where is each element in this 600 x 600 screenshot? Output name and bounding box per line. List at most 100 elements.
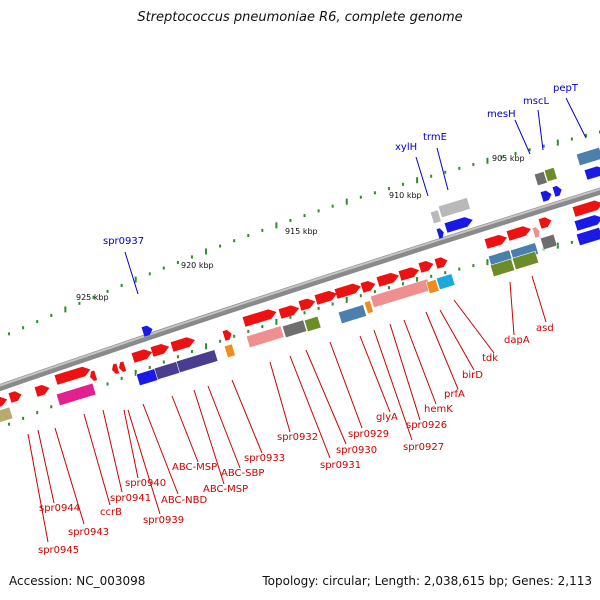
leader-line <box>389 323 421 421</box>
gene-arrow <box>278 305 300 319</box>
gene-label: spr0944 <box>39 503 80 514</box>
gene-arrow <box>552 185 562 197</box>
gene-label: hemK <box>424 404 453 415</box>
cog-bar <box>363 300 374 315</box>
cog-bar <box>489 258 516 278</box>
gene-label: spr0939 <box>143 515 184 526</box>
cog-bars <box>0 146 600 425</box>
tick-mark <box>556 139 559 146</box>
tick-mark <box>430 274 433 278</box>
leader-line <box>439 309 475 371</box>
tick-mark <box>50 405 53 409</box>
leader-line <box>509 281 515 336</box>
tick-mark <box>205 248 208 255</box>
gene-label: spr0933 <box>244 453 285 464</box>
gene-label: dapA <box>504 335 530 346</box>
tick-mark <box>148 272 151 276</box>
leader-line <box>565 97 587 139</box>
tick-mark <box>233 334 236 338</box>
tick-mark <box>402 282 405 286</box>
tick-mark <box>162 360 165 364</box>
cog-bar <box>543 166 558 183</box>
tick-mark <box>134 276 137 283</box>
tick-mark <box>584 134 587 138</box>
gene-arrow <box>436 228 444 239</box>
kbp-label: 905 kbp <box>492 154 525 163</box>
gene-label-xylH: xylH <box>395 142 417 153</box>
tick-mark <box>472 264 475 268</box>
gene-arrow <box>242 309 277 327</box>
gene-arrow <box>398 267 420 281</box>
gene-label-mesH: mesH <box>487 109 516 120</box>
tick-mark <box>317 306 320 310</box>
gene-arrow <box>131 349 153 363</box>
tick-mark <box>162 266 165 270</box>
leader-line <box>453 299 495 354</box>
tick-mark <box>261 228 264 232</box>
gene-label: spr0931 <box>320 460 361 471</box>
cog-bar <box>437 197 471 219</box>
tick-mark <box>247 234 250 238</box>
gene-label-spr0937: spr0937 <box>103 236 144 247</box>
tick-mark <box>570 137 573 141</box>
tick-mark <box>8 422 11 426</box>
leader-line <box>207 385 241 469</box>
tick-mark <box>345 198 348 205</box>
gene-arrow <box>34 384 50 397</box>
leader-line <box>269 361 291 433</box>
gene-labels: 905 kbp 910 kbp 915 kbp 920 kbp 925 kbp … <box>38 83 579 556</box>
tick-mark <box>134 369 137 376</box>
label-leader-lines <box>27 97 587 543</box>
gene-arrow <box>532 227 540 238</box>
tick-mark <box>176 260 179 264</box>
gene-label: spr0927 <box>403 442 444 453</box>
leader-line <box>54 427 85 525</box>
cog-bar <box>55 382 97 407</box>
tick-mark <box>331 204 334 208</box>
gene-label: spr0940 <box>125 478 166 489</box>
cog-bar <box>539 233 558 251</box>
tick-mark <box>275 318 278 325</box>
gene-arrow <box>538 217 552 229</box>
leader-line <box>305 349 347 445</box>
gene-label-mscL: mscL <box>523 96 549 107</box>
leader-line <box>193 389 225 485</box>
gene-arrow <box>314 290 338 305</box>
gene-label: spr0945 <box>38 545 79 556</box>
leader-line <box>171 395 199 463</box>
genome-backbone <box>0 187 600 392</box>
kbp-label: 915 kbp <box>285 227 318 236</box>
cog-bar <box>429 209 442 225</box>
tick-mark <box>120 283 123 287</box>
gene-label: spr0943 <box>68 527 109 538</box>
gene-arrow <box>119 361 127 372</box>
tick-mark <box>303 311 306 315</box>
tick-mark <box>444 271 447 275</box>
leader-line <box>102 409 123 493</box>
gene-label: spr0929 <box>348 429 389 440</box>
tick-mark <box>542 144 545 148</box>
kbp-label: 910 kbp <box>389 191 422 200</box>
gene-arrow <box>334 283 361 299</box>
tick-mark <box>106 289 109 293</box>
gene-arrows <box>0 166 600 409</box>
tick-mark <box>36 411 39 415</box>
cog-bar <box>223 343 236 359</box>
gene-arrow <box>54 366 91 385</box>
leader-line <box>531 275 547 323</box>
cog-bar <box>533 170 548 187</box>
gene-label-trmE: trmE <box>423 132 447 143</box>
gene-label: glyA <box>376 412 398 423</box>
tick-mark <box>416 177 419 184</box>
gene-arrow <box>150 344 170 357</box>
leader-line <box>83 413 111 506</box>
gene-label: spr0941 <box>110 493 151 504</box>
gene-label: spr0930 <box>336 445 377 456</box>
tick-mark <box>50 313 53 317</box>
tick-mark <box>36 320 39 324</box>
tick-mark <box>359 195 362 199</box>
tick-mark <box>486 157 489 164</box>
gene-arrow <box>574 215 600 231</box>
cog-bar <box>435 273 456 291</box>
